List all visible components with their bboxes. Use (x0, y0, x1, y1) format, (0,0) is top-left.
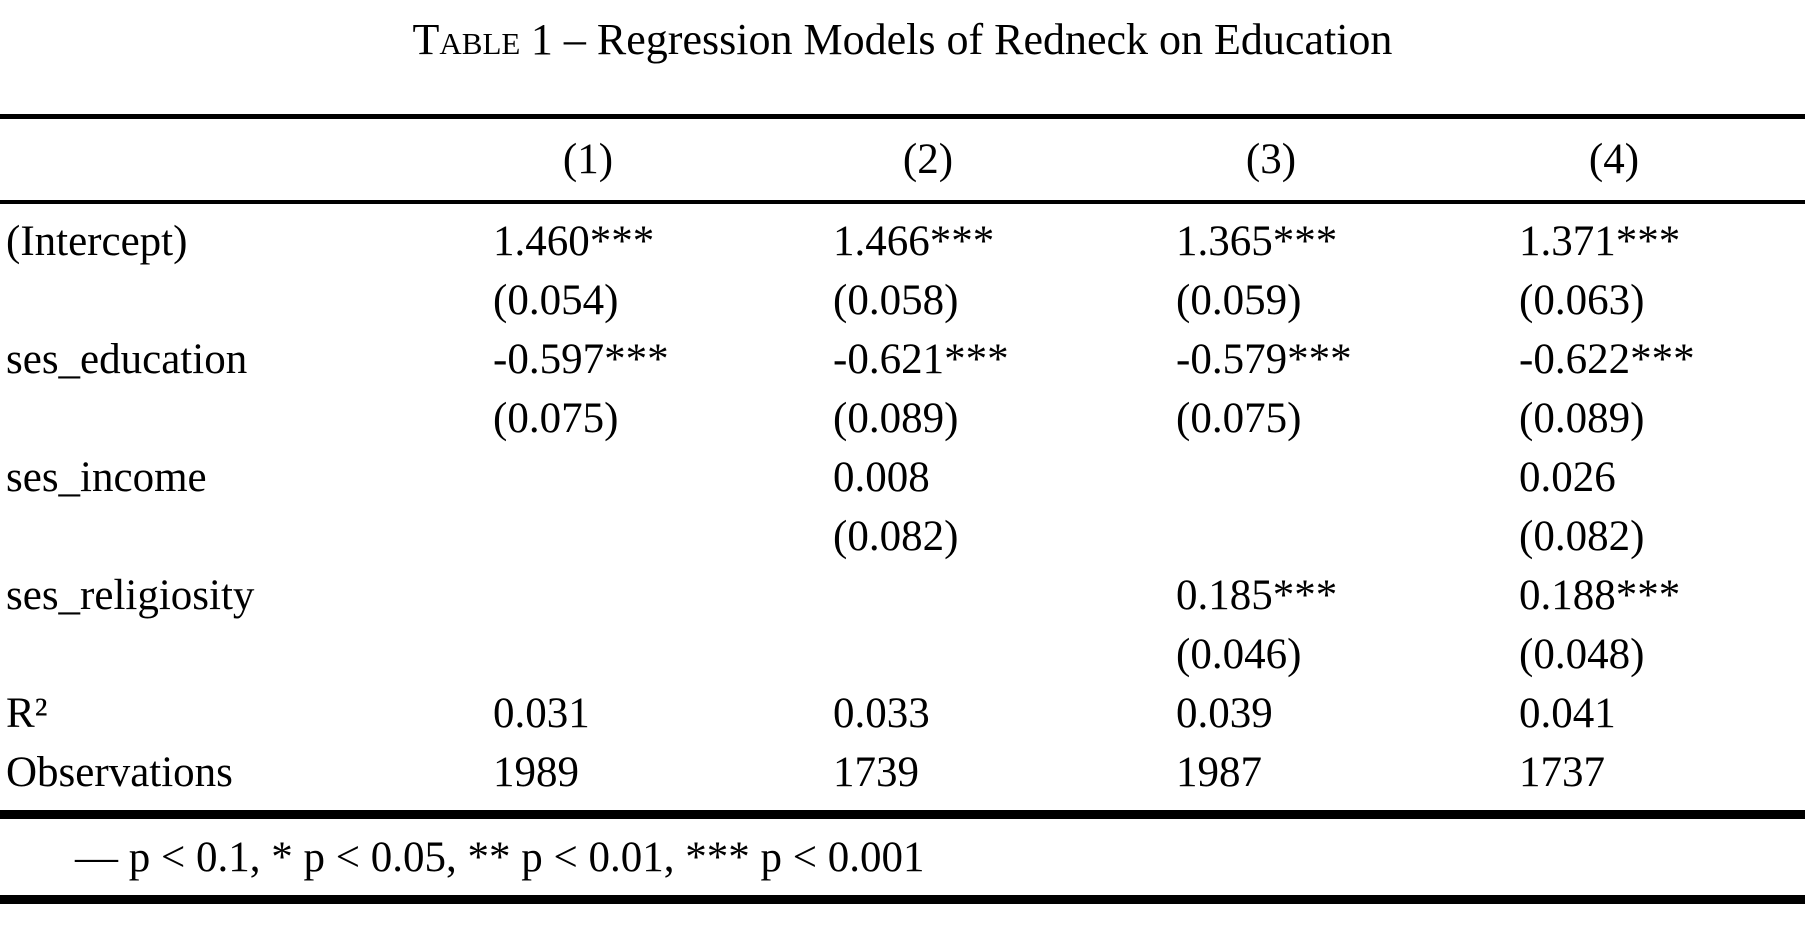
table-title-caption-word: Table (412, 15, 521, 64)
se-cell: (0.048) (1519, 630, 1645, 678)
estimate-cell: 0.185*** (1176, 571, 1338, 619)
stat-label: R² (6, 689, 48, 737)
estimate-cell: 1.460*** (493, 217, 655, 265)
estimate-cell: -0.597*** (493, 335, 669, 383)
se-cell (490, 625, 830, 684)
header-empty-cell (0, 117, 490, 202)
se-cell (830, 625, 1173, 684)
table-header: (1) (2) (3) (4) (0, 116, 1805, 202)
table-body: (Intercept) 1.460*** 1.466*** 1.365*** 1… (0, 202, 1805, 815)
table-title-text: 1 – Regression Models of Redneck on Educ… (530, 15, 1393, 64)
stat-value-cell: 0.031 (493, 689, 590, 737)
estimate-cell: 1.365*** (1176, 217, 1338, 265)
se-cell: (0.082) (1519, 512, 1645, 560)
se-cell: (0.075) (493, 394, 619, 442)
header-cell-model-1: (1) (490, 117, 830, 202)
row-ses-income-estimate: ses_income 0.008 0.026 (0, 448, 1805, 507)
se-cell: (0.054) (493, 276, 619, 324)
row-label-empty (0, 389, 490, 448)
row-label: ses_education (6, 335, 248, 383)
estimate-cell: -0.622*** (1519, 335, 1695, 383)
estimate-cell (830, 566, 1173, 625)
se-cell: (0.082) (833, 512, 959, 560)
se-cell (490, 507, 830, 566)
stat-value-cell: 1987 (1176, 748, 1262, 796)
estimate-cell: -0.579*** (1176, 335, 1352, 383)
regression-table: (1) (2) (3) (4) (Intercept) 1.460*** 1.4… (0, 114, 1805, 904)
row-label: (Intercept) (6, 217, 188, 265)
stat-value-cell: 1737 (1519, 748, 1605, 796)
header-cell-model-3: (3) (1173, 117, 1516, 202)
row-label-empty (0, 625, 490, 684)
stat-value-cell: 0.039 (1176, 689, 1273, 737)
row-label: ses_income (6, 453, 207, 501)
table-footer: — p < 0.1, * p < 0.05, ** p < 0.01, *** … (0, 815, 1805, 900)
row-intercept-se: (0.054) (0.058) (0.059) (0.063) (0, 271, 1805, 330)
row-label: ses_religiosity (6, 571, 255, 619)
row-ses-income-se: (0.082) (0.082) (0, 507, 1805, 566)
row-observations: Observations 1989 1739 1987 1737 (0, 743, 1805, 802)
spacer-row (0, 802, 1805, 815)
column-header-4: (4) (1588, 135, 1640, 183)
stat-value-cell: 0.033 (833, 689, 930, 737)
column-header-2: (2) (902, 135, 954, 183)
header-cell-model-4: (4) (1516, 117, 1805, 202)
estimate-cell: 1.371*** (1519, 217, 1681, 265)
header-cell-model-2: (2) (830, 117, 1173, 202)
row-ses-religiosity-se: (0.046) (0.048) (0, 625, 1805, 684)
row-label-empty (0, 507, 490, 566)
estimate-cell: 0.188*** (1519, 571, 1681, 619)
se-cell: (0.075) (1176, 394, 1302, 442)
table-title: Table 1 – Regression Models of Redneck on… (0, 0, 1805, 114)
spacer-row (0, 202, 1805, 212)
estimate-cell: 0.026 (1519, 453, 1616, 501)
column-header-3: (3) (1245, 135, 1297, 183)
se-cell: (0.063) (1519, 276, 1645, 324)
footnote-row: — p < 0.1, * p < 0.05, ** p < 0.01, *** … (0, 815, 1805, 900)
se-cell: (0.089) (833, 394, 959, 442)
significance-footnote: — p < 0.1, * p < 0.05, ** p < 0.01, *** … (75, 833, 925, 881)
stat-value-cell: 1739 (833, 748, 919, 796)
row-ses-religiosity-estimate: ses_religiosity 0.185*** 0.188*** (0, 566, 1805, 625)
se-cell: (0.089) (1519, 394, 1645, 442)
stat-label: Observations (6, 748, 233, 796)
row-label-empty (0, 271, 490, 330)
estimate-cell (1173, 448, 1516, 507)
stat-value-cell: 0.041 (1519, 689, 1616, 737)
spacer-cell (0, 202, 1805, 212)
se-cell: (0.046) (1176, 630, 1302, 678)
row-ses-education-estimate: ses_education -0.597*** -0.621*** -0.579… (0, 330, 1805, 389)
se-cell: (0.058) (833, 276, 959, 324)
estimate-cell: -0.621*** (833, 335, 1009, 383)
estimate-cell (490, 566, 830, 625)
header-row: (1) (2) (3) (4) (0, 117, 1805, 202)
row-r-squared: R² 0.031 0.033 0.039 0.041 (0, 684, 1805, 743)
column-header-1: (1) (562, 135, 614, 183)
se-cell (1173, 507, 1516, 566)
spacer-cell (0, 802, 1805, 815)
row-ses-education-se: (0.075) (0.089) (0.075) (0.089) (0, 389, 1805, 448)
se-cell: (0.059) (1176, 276, 1302, 324)
stat-value-cell: 1989 (493, 748, 579, 796)
row-intercept-estimate: (Intercept) 1.460*** 1.466*** 1.365*** 1… (0, 212, 1805, 271)
estimate-cell (490, 448, 830, 507)
estimate-cell: 1.466*** (833, 217, 995, 265)
estimate-cell: 0.008 (833, 453, 930, 501)
